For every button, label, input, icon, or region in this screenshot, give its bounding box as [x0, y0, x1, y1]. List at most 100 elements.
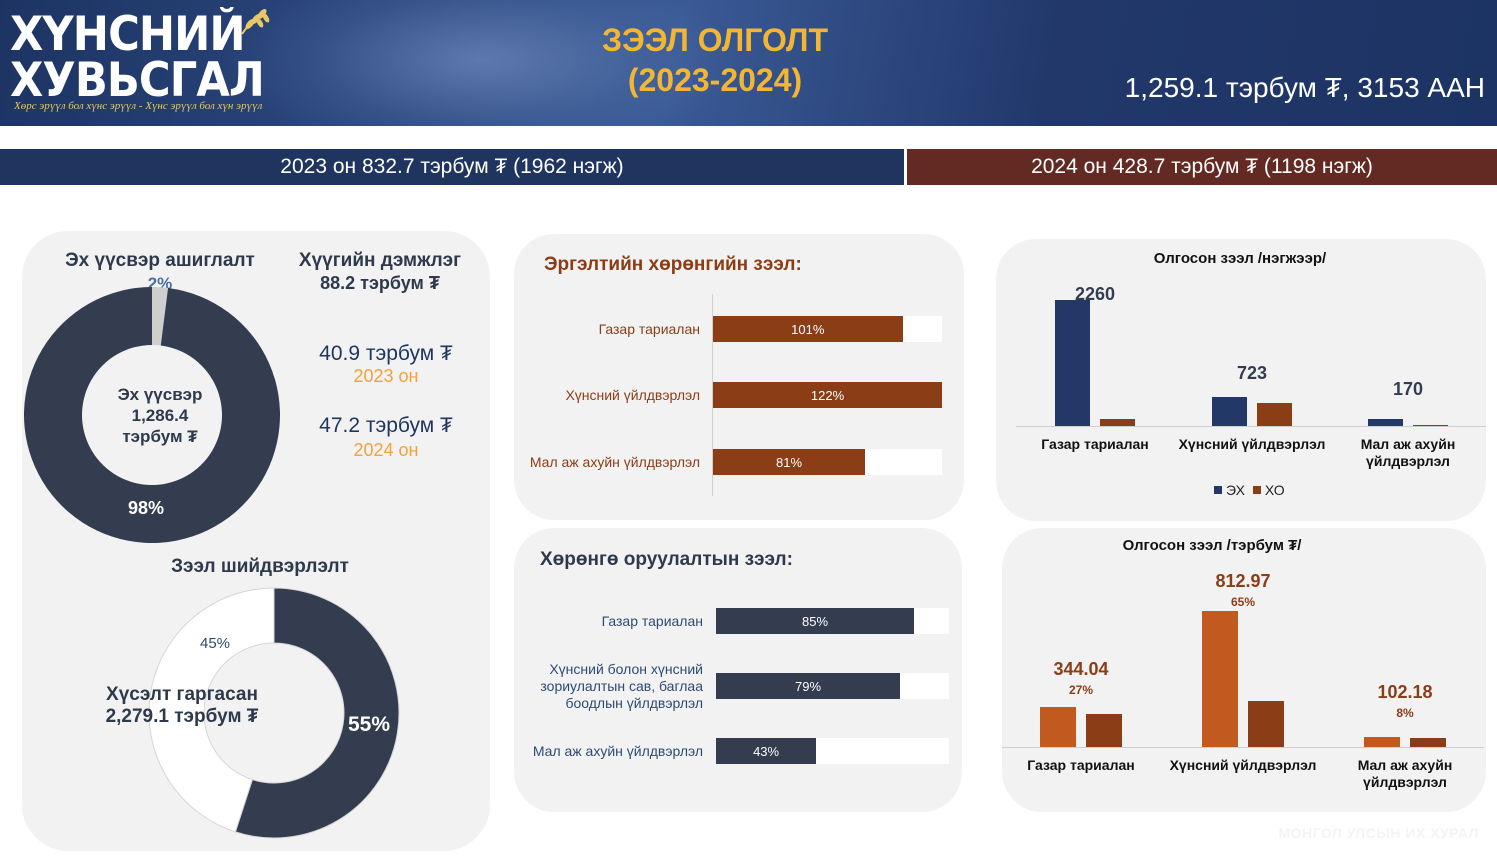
- loans-by-units-legend: ЭХ ХО: [1214, 482, 1285, 498]
- total-summary: 1,259.1 тэрбум ₮, 3153 ААН: [1124, 72, 1485, 103]
- loans-by-amount-card: [1002, 528, 1486, 812]
- category-line: Газар тариалан: [1027, 757, 1135, 773]
- bar-track: 122%: [713, 382, 942, 408]
- working-capital-axis: [712, 294, 713, 496]
- support-amount-2024: 47.2 тэрбум ₮: [319, 414, 453, 437]
- bar-category-line: Хүнсний болон хүнсний: [549, 660, 703, 677]
- bar-series-2: [1413, 424, 1448, 426]
- bar-fill: [716, 738, 817, 764]
- total-value-label: 723: [1236, 363, 1268, 383]
- category-line: Хүнсний үйлдвэрлэл: [1178, 436, 1326, 452]
- legend-swatch-eh: [1214, 486, 1222, 494]
- bar-series-1: [1364, 737, 1400, 747]
- category-line: Мал аж ахуйн: [1357, 757, 1453, 773]
- bar-track: 101%: [713, 316, 942, 342]
- bar-series-2: [1100, 419, 1135, 426]
- source-center-line-1: Эх үүсвэр: [117, 385, 203, 404]
- working-capital-card: [514, 234, 964, 520]
- bar-value-label: 122%: [810, 387, 845, 403]
- investment-loan-card: [514, 528, 962, 812]
- bar-track: 81%: [713, 449, 942, 475]
- loan-decision-center-label: Хүсэлт гаргасан 2,279.1 тэрбум ₮: [82, 684, 282, 728]
- header-banner: ХҮНСНИЙ ХУВЬСГАЛ Хөрс эрүүл бол хүнс эрү…: [0, 0, 1497, 126]
- investment-loan-title: Хөрөнгө оруулалтын зээл:: [540, 549, 793, 570]
- bar-category-label: Газар тариалан: [520, 613, 703, 630]
- legend-swatch-ho: [1252, 486, 1261, 494]
- logo-tagline: Хөрс эрүүл бол хүнс эрүүл - Хүнс эрүүл б…: [14, 100, 263, 112]
- bar-fill: [713, 382, 942, 408]
- year-2024-bar: 2024 он 428.7 тэрбум ₮ (1198 нэгж): [907, 149, 1497, 185]
- loan-decision-donut: [148, 587, 400, 839]
- working-capital-title: Эргэлтийн хөрөнгийн зээл:: [544, 254, 802, 275]
- loan-decision-title: Зээл шийдвэрлэлт: [171, 556, 349, 577]
- loans-by-units-title: Олгосон зээл /нэгжээр/: [1153, 250, 1327, 267]
- bar-category-line: зориулалтын сав, баглаа: [540, 677, 703, 694]
- bar-series-2: [1410, 738, 1446, 747]
- bar-category-label: Мал аж ахуйн үйлдвэрлэл: [518, 454, 700, 471]
- bar-series-2: [1257, 403, 1292, 426]
- donut-slice-2pct: [152, 287, 169, 346]
- x-axis-line: [1016, 426, 1486, 427]
- bar-category-label: Хүнсний болон хүнсний зориулалтын сав, ба…: [520, 661, 703, 712]
- support-year-2024: 2024 он: [353, 440, 419, 460]
- share-percent-label: 8%: [1396, 706, 1414, 720]
- footer-watermark: МОНГОЛ УЛСЫН ИХ ХУРАЛ: [1278, 825, 1479, 841]
- bar-category-line: Мал аж ахуйн үйлдвэрлэл: [532, 742, 703, 759]
- bar-value-label: 101%: [791, 321, 825, 337]
- bar-category-label: Газар тариалан: [518, 321, 700, 338]
- bar-series-2: [1248, 700, 1284, 747]
- bar-series-1: [1202, 611, 1238, 747]
- share-percent-label: 27%: [1068, 683, 1094, 697]
- wheat-icon: [241, 9, 270, 35]
- bar-value-label: 85%: [802, 613, 829, 629]
- category-line: Хүнсний үйлдвэрлэл: [1169, 757, 1317, 773]
- logo-line-2: ХУВЬСГАЛ: [10, 53, 265, 108]
- category-line: Мал аж ахуйн: [1360, 436, 1456, 452]
- interest-support-title: Хүүгийн дэмжлэг: [298, 250, 462, 271]
- share-percent-label: 65%: [1230, 595, 1256, 609]
- bar-value-label: 81%: [776, 454, 803, 470]
- header-cloud-decoration: [220, 0, 740, 126]
- source-center-line-3: тэрбум ₮: [122, 427, 198, 446]
- legend-label-ho: ХО: [1264, 482, 1285, 498]
- bar-category-line: Газар тариалан: [601, 612, 703, 629]
- total-value-label: 2260: [1074, 284, 1116, 304]
- category-label: Хүнсний үйлдвэрлэл: [1172, 436, 1332, 453]
- bar-category-line: боодлын үйлдвэрлэл: [565, 694, 703, 711]
- decision-center-line-2: 2,279.1 тэрбум ₮: [105, 706, 259, 727]
- total-value-label: 344.04: [1053, 659, 1109, 679]
- source-center-label: Эх үүсвэр 1,286.4 тэрбум ₮: [100, 384, 220, 447]
- total-value-label: 170: [1392, 379, 1424, 399]
- category-label: Газар тариалан: [1001, 757, 1161, 774]
- category-label: Газар тариалан: [1015, 436, 1175, 453]
- bar-series-1: [1040, 707, 1076, 747]
- bar-category-label: Мал аж ахуйн үйлдвэрлэл: [520, 743, 703, 760]
- bar-series-1: [1212, 397, 1247, 426]
- bar-fill: [713, 316, 903, 342]
- bar-category-label: Хүнсний үйлдвэрлэл: [518, 387, 700, 404]
- donut-slice-55pct: [234, 587, 400, 839]
- bar-series-1: [1368, 418, 1403, 426]
- x-axis-line: [1002, 747, 1484, 748]
- bar-value-label: 79%: [795, 678, 822, 694]
- bar-fill: [716, 673, 901, 699]
- bar-series-2: [1086, 713, 1122, 747]
- bar-category-line: Газар тариалан: [598, 320, 700, 337]
- legend-label-eh: ЭХ: [1226, 482, 1245, 498]
- category-label: Мал аж ахуйн үйлдвэрлэл: [1325, 757, 1485, 791]
- bar-category-line: Хүнсний үйлдвэрлэл: [565, 386, 700, 403]
- donut-slice-98pct: [24, 287, 281, 543]
- loans-by-amount-title: Олгосон зээл /тэрбум ₮/: [1122, 537, 1302, 554]
- bar-series-1: [1055, 300, 1090, 426]
- source-usage-donut: [24, 287, 281, 543]
- bar-track: 43%: [716, 738, 949, 764]
- donut-slice-45pct: [148, 587, 275, 833]
- bar-category-line: Мал аж ахуйн үйлдвэрлэл: [529, 453, 700, 470]
- bar-track: 85%: [716, 608, 949, 634]
- decision-center-line-1: Хүсэлт гаргасан: [106, 684, 258, 705]
- year-2023-bar: 2023 он 832.7 тэрбум ₮ (1962 нэгж): [0, 149, 904, 185]
- bar-track: 79%: [716, 673, 949, 699]
- decision-small-percent: 45%: [199, 635, 231, 652]
- source-large-percent: 98%: [127, 498, 165, 518]
